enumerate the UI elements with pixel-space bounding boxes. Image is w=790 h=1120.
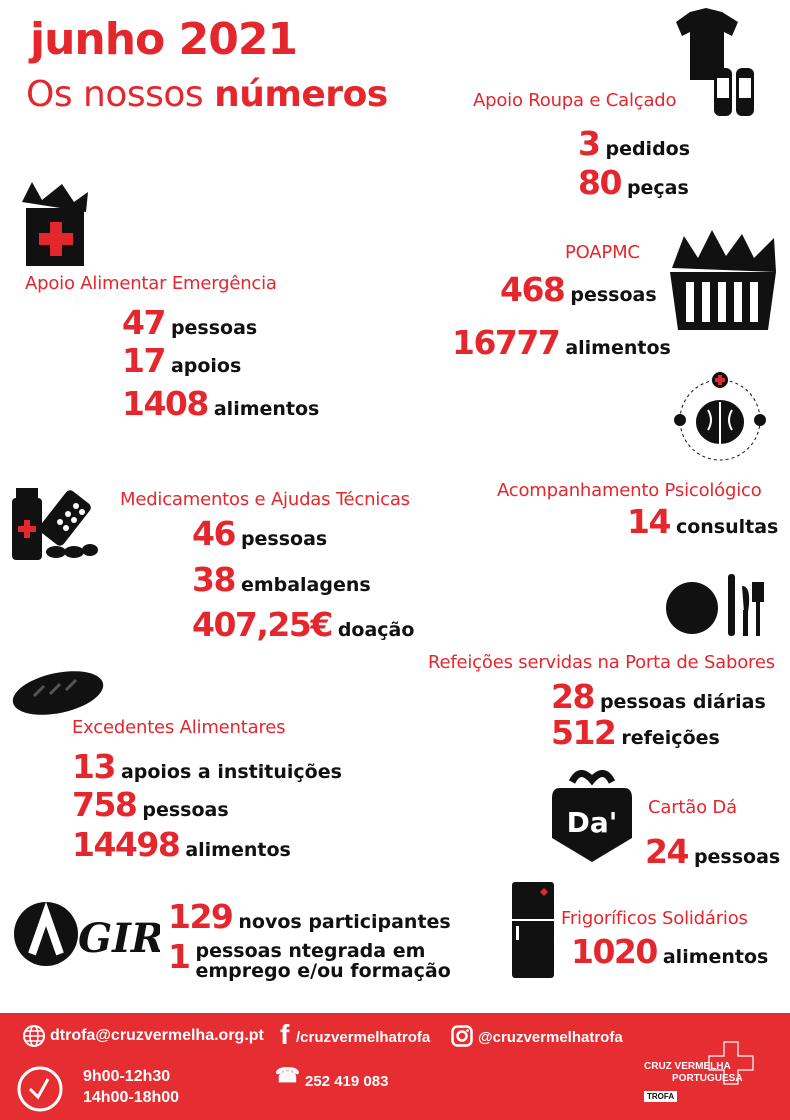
- medic-stat: 46 pessoas: [192, 514, 328, 553]
- alimentar-stat: 1408 alimentos: [122, 384, 320, 423]
- red-cross-logo: [708, 1041, 754, 1085]
- agir-logo: GIR: [14, 901, 160, 966]
- excedentes-stat: 13 apoios a instituições: [72, 747, 342, 786]
- fridge-icon: [512, 882, 554, 978]
- medic-stat: 407,25€ doação: [192, 605, 415, 644]
- agir-stat: 129 novos participantes: [168, 897, 451, 936]
- branch-badge: TROFA: [644, 1091, 678, 1102]
- cartao-label: Cartão Dá: [648, 797, 737, 818]
- facebook-link[interactable]: /cruzvermelhatrofa: [296, 1029, 431, 1046]
- poapmc-stat: 16777 alimentos: [452, 323, 671, 362]
- refeicoes-stat: 28 pessoas diárias: [551, 677, 766, 716]
- svg-text:GIR: GIR: [78, 915, 160, 962]
- brain-icon: [674, 372, 766, 461]
- phone-number: 252 419 083: [305, 1073, 389, 1090]
- poapmc-stat: 468 pessoas: [500, 270, 657, 309]
- medicine-icon: [12, 488, 98, 560]
- page-subtitle: Os nossos números: [26, 74, 388, 115]
- phone-icon: ☎: [275, 1065, 300, 1087]
- alimentar-stat: 17 apoios: [122, 341, 242, 380]
- poapmc-label: POAPMC: [565, 242, 640, 263]
- alimentar-label: Apoio Alimentar Emergência: [25, 273, 277, 294]
- org-name-1: CRUZ VERMELHA: [644, 1061, 731, 1072]
- cartao-logo-text: Da': [567, 806, 618, 839]
- hours-afternoon: 14h00-18h00: [83, 1089, 180, 1106]
- excedentes-stat: 14498 alimentos: [72, 825, 291, 864]
- cartao-stat: 24 pessoas: [645, 832, 781, 871]
- medic-stat: 38 embalagens: [192, 560, 371, 599]
- psico-stat: 14 consultas: [627, 502, 779, 541]
- grocery-bag-icon: [22, 182, 88, 266]
- subtitle-light: Os nossos: [26, 74, 204, 115]
- psico-label: Acompanhamento Psicológico: [497, 480, 762, 501]
- clothes-shoes-icon: [676, 8, 754, 116]
- footer: dtrofa@cruzvermelha.org.pt f /cruzvermel…: [0, 1013, 790, 1120]
- food-basket-icon: [670, 230, 776, 330]
- gift-icon: Da': [552, 770, 632, 862]
- instagram-link[interactable]: @cruzvermelhatrofa: [478, 1029, 623, 1046]
- email-link[interactable]: dtrofa@cruzvermelha.org.pt: [50, 1027, 264, 1044]
- refeicoes-label: Refeições servidas na Porta de Sabores: [428, 652, 775, 673]
- frigorificos-label: Frigoríficos Solidários: [561, 908, 748, 929]
- frigorificos-stat: 1020 alimentos: [571, 932, 769, 971]
- org-name-2: PORTUGUESA: [672, 1073, 743, 1084]
- agir-stat: 1 pessoas ntegrada em emprego e/ou formaçã…: [168, 937, 451, 982]
- instagram-icon: [451, 1025, 473, 1047]
- clock-icon: [17, 1066, 63, 1112]
- roupa-stat: 3 pedidos: [578, 124, 691, 163]
- alimentar-stat: 47 pessoas: [122, 303, 258, 342]
- roupa-label: Apoio Roupa e Calçado: [473, 90, 677, 111]
- facebook-icon: f: [280, 1019, 290, 1050]
- excedentes-label: Excedentes Alimentares: [72, 717, 286, 738]
- plate-cutlery-icon: [666, 574, 764, 636]
- subtitle-bold: números: [214, 74, 388, 115]
- refeicoes-stat: 512 refeições: [551, 713, 720, 752]
- globe-icon: [23, 1025, 45, 1047]
- bread-icon: [12, 671, 104, 715]
- roupa-stat: 80 peças: [578, 163, 689, 202]
- excedentes-stat: 758 pessoas: [72, 785, 229, 824]
- medic-label: Medicamentos e Ajudas Técnicas: [120, 489, 410, 510]
- hours-morning: 9h00-12h30: [83, 1068, 171, 1085]
- page-title: junho 2021: [30, 14, 298, 65]
